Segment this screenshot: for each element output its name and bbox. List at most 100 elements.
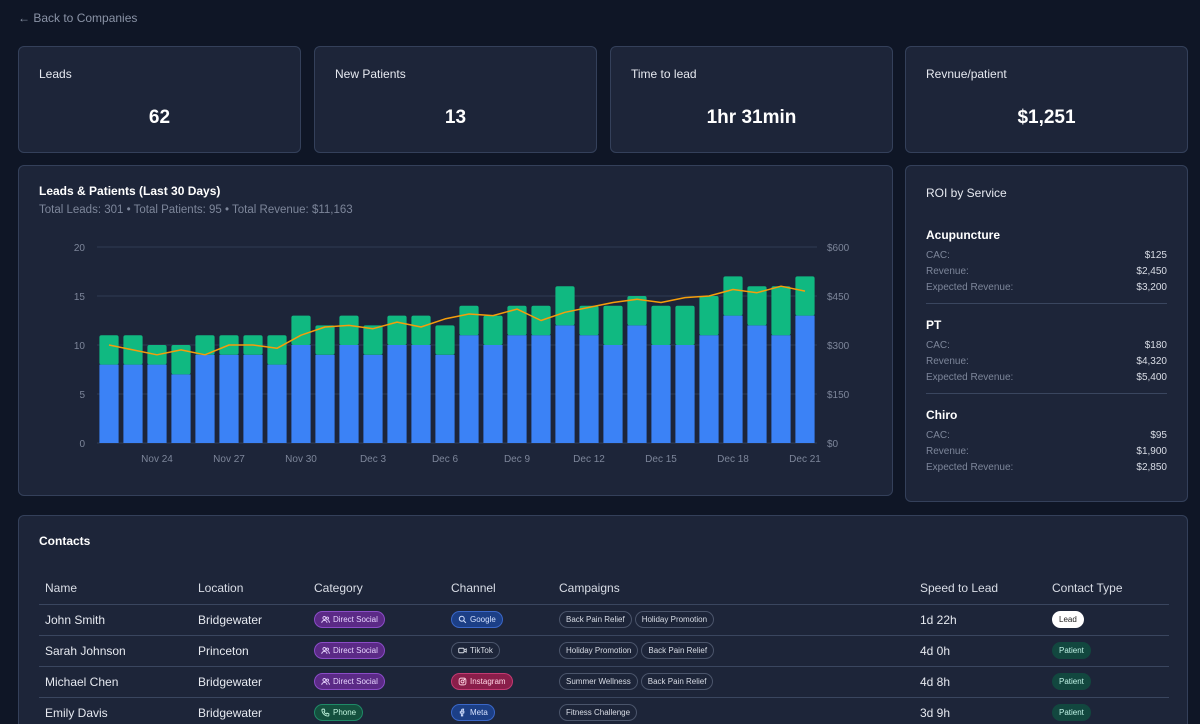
- roi-key: CAC:: [926, 250, 950, 261]
- x-tick-label: Dec 12: [573, 454, 605, 465]
- contact-channel: Instagram: [445, 666, 553, 698]
- bar-leads: [387, 345, 407, 443]
- phone-icon: [321, 708, 330, 717]
- contact-channel: Meta: [445, 697, 553, 724]
- bar-leads: [339, 345, 359, 443]
- contact-speed-to-lead: 4d 8h: [914, 666, 1046, 698]
- bar-leads: [363, 354, 383, 443]
- roi-service-name: PT: [926, 318, 942, 332]
- roi-service-pt: PT CAC: $180 Revenue: $4,320 Expected Reve…: [926, 318, 1167, 388]
- contact-type-badge: Lead: [1052, 611, 1084, 628]
- contact-type: Patient: [1046, 666, 1169, 698]
- roi-service-name: Acupuncture: [926, 228, 1001, 242]
- roi-row-cac: CAC: $95: [926, 430, 1167, 446]
- campaign-tag[interactable]: Back Pain Relief: [640, 673, 714, 690]
- roi-row-expected-revenue: Expected Revenue: $5,400: [926, 372, 1167, 388]
- bar-leads: [315, 354, 335, 443]
- column-header-contact-type[interactable]: Contact Type: [1046, 572, 1169, 605]
- contact-category: Direct Social: [308, 666, 445, 698]
- table-row[interactable]: Emily Davis Bridgewater Phone Meta Fitness C…: [39, 697, 1169, 724]
- roi-service-chiro: Chiro CAC: $95 Revenue: $1,900 Expected Re…: [926, 408, 1167, 478]
- roi-key: Expected Revenue:: [926, 372, 1014, 383]
- x-tick-label: Nov 27: [213, 454, 245, 465]
- channel-label: TikTok: [470, 646, 493, 655]
- channel-badge: Instagram: [451, 673, 513, 690]
- bar-leads: [291, 345, 311, 443]
- roi-row-expected-revenue: Expected Revenue: $3,200: [926, 282, 1167, 298]
- roi-key: CAC:: [926, 430, 950, 441]
- bar-patients: [603, 305, 623, 345]
- y-tick-label-left: 0: [79, 439, 85, 450]
- bar-leads: [675, 345, 695, 443]
- bar-leads: [771, 335, 791, 443]
- campaign-tag[interactable]: Fitness Challenge: [559, 704, 638, 721]
- users-icon: [321, 646, 330, 655]
- campaign-tag[interactable]: Holiday Promotion: [559, 642, 639, 659]
- contact-name[interactable]: Sarah Johnson: [39, 635, 192, 667]
- roi-key: Expected Revenue:: [926, 462, 1014, 473]
- back-to-companies-link[interactable]: ← Back to Companies: [18, 11, 138, 25]
- table-row[interactable]: Michael Chen Bridgewater Direct Social Inst…: [39, 666, 1169, 698]
- roi-value: $5,400: [1136, 372, 1167, 383]
- column-header-channel[interactable]: Channel: [445, 572, 553, 605]
- channel-label: Instagram: [470, 677, 506, 686]
- campaign-tag[interactable]: Back Pain Relief: [641, 642, 715, 659]
- campaign-tag[interactable]: Back Pain Relief: [559, 611, 632, 628]
- table-row[interactable]: John Smith Bridgewater Direct Social Google…: [39, 604, 1169, 636]
- stat-label: Leads: [39, 67, 72, 81]
- bar-leads: [747, 325, 767, 443]
- stat-label: New Patients: [335, 67, 406, 81]
- roi-row-revenue: Revenue: $2,450: [926, 266, 1167, 282]
- x-tick-label: Dec 9: [504, 454, 531, 465]
- leads-patients-chart: 0 5 10 15 20 $0 $150 $300 $450 $600 Nov 24 Nov 27 No…: [74, 243, 850, 465]
- contacts-table: Name Location Category Channel Campaigns…: [39, 572, 1169, 724]
- channel-badge: Meta: [451, 704, 495, 721]
- channel-badge: TikTok: [451, 642, 500, 659]
- contact-name[interactable]: Michael Chen: [39, 666, 192, 698]
- contact-campaigns: Holiday Promotion Back Pain Relief: [553, 635, 914, 667]
- stat-value: 62: [148, 107, 171, 128]
- search-icon: [458, 615, 467, 624]
- bar-leads: [171, 374, 191, 443]
- roi-value: $4,320: [1136, 356, 1167, 367]
- stat-card-revenue-per-patient: Revnue/patient $1,251: [905, 46, 1188, 153]
- category-label: Direct Social: [333, 677, 378, 686]
- chart-subtitle: Total Leads: 301 • Total Patients: 95 • …: [39, 204, 353, 216]
- contact-campaigns: Summer Wellness Back Pain Relief: [553, 666, 914, 698]
- column-header-name[interactable]: Name: [39, 572, 192, 605]
- campaign-tag[interactable]: Summer Wellness: [559, 673, 638, 690]
- column-header-speed-to-lead[interactable]: Speed to Lead: [914, 572, 1046, 605]
- x-tick-label: Dec 18: [717, 454, 749, 465]
- table-row[interactable]: Sarah Johnson Princeton Direct Social TikTo…: [39, 635, 1169, 667]
- roi-service-name: Chiro: [926, 408, 958, 422]
- bar-patients: [171, 345, 191, 375]
- roi-value: $125: [1144, 250, 1167, 261]
- x-tick-label: Dec 21: [789, 454, 821, 465]
- contact-name[interactable]: John Smith: [39, 604, 192, 636]
- roi-key: Revenue:: [926, 446, 969, 457]
- roi-by-service-card: ROI by Service Acupuncture CAC: $125 Reve…: [905, 165, 1188, 502]
- bar-patients: [195, 335, 215, 355]
- roi-title: ROI by Service: [926, 186, 1007, 200]
- column-header-category[interactable]: Category: [308, 572, 445, 605]
- contact-type: Lead: [1046, 604, 1169, 636]
- column-header-location[interactable]: Location: [192, 572, 308, 605]
- roi-key: Revenue:: [926, 266, 969, 277]
- channel-label: Meta: [470, 708, 488, 717]
- bar-leads: [507, 335, 527, 443]
- contact-type-badge: Patient: [1052, 673, 1091, 690]
- bar-patients: [555, 286, 575, 326]
- stat-value: $1,251: [1017, 107, 1076, 128]
- contact-category: Direct Social: [308, 604, 445, 636]
- x-tick-label: Nov 24: [141, 454, 173, 465]
- contact-type-badge: Patient: [1052, 642, 1091, 659]
- contact-campaigns: Fitness Challenge: [553, 697, 914, 724]
- bar-leads: [603, 345, 623, 443]
- column-header-campaigns[interactable]: Campaigns: [553, 572, 914, 605]
- campaign-tag[interactable]: Holiday Promotion: [634, 611, 715, 628]
- contact-location: Bridgewater: [192, 666, 308, 698]
- roi-key: Expected Revenue:: [926, 282, 1014, 293]
- contact-speed-to-lead: 4d 0h: [914, 635, 1046, 667]
- contact-name[interactable]: Emily Davis: [39, 697, 192, 724]
- category-badge: Direct Social: [314, 642, 385, 659]
